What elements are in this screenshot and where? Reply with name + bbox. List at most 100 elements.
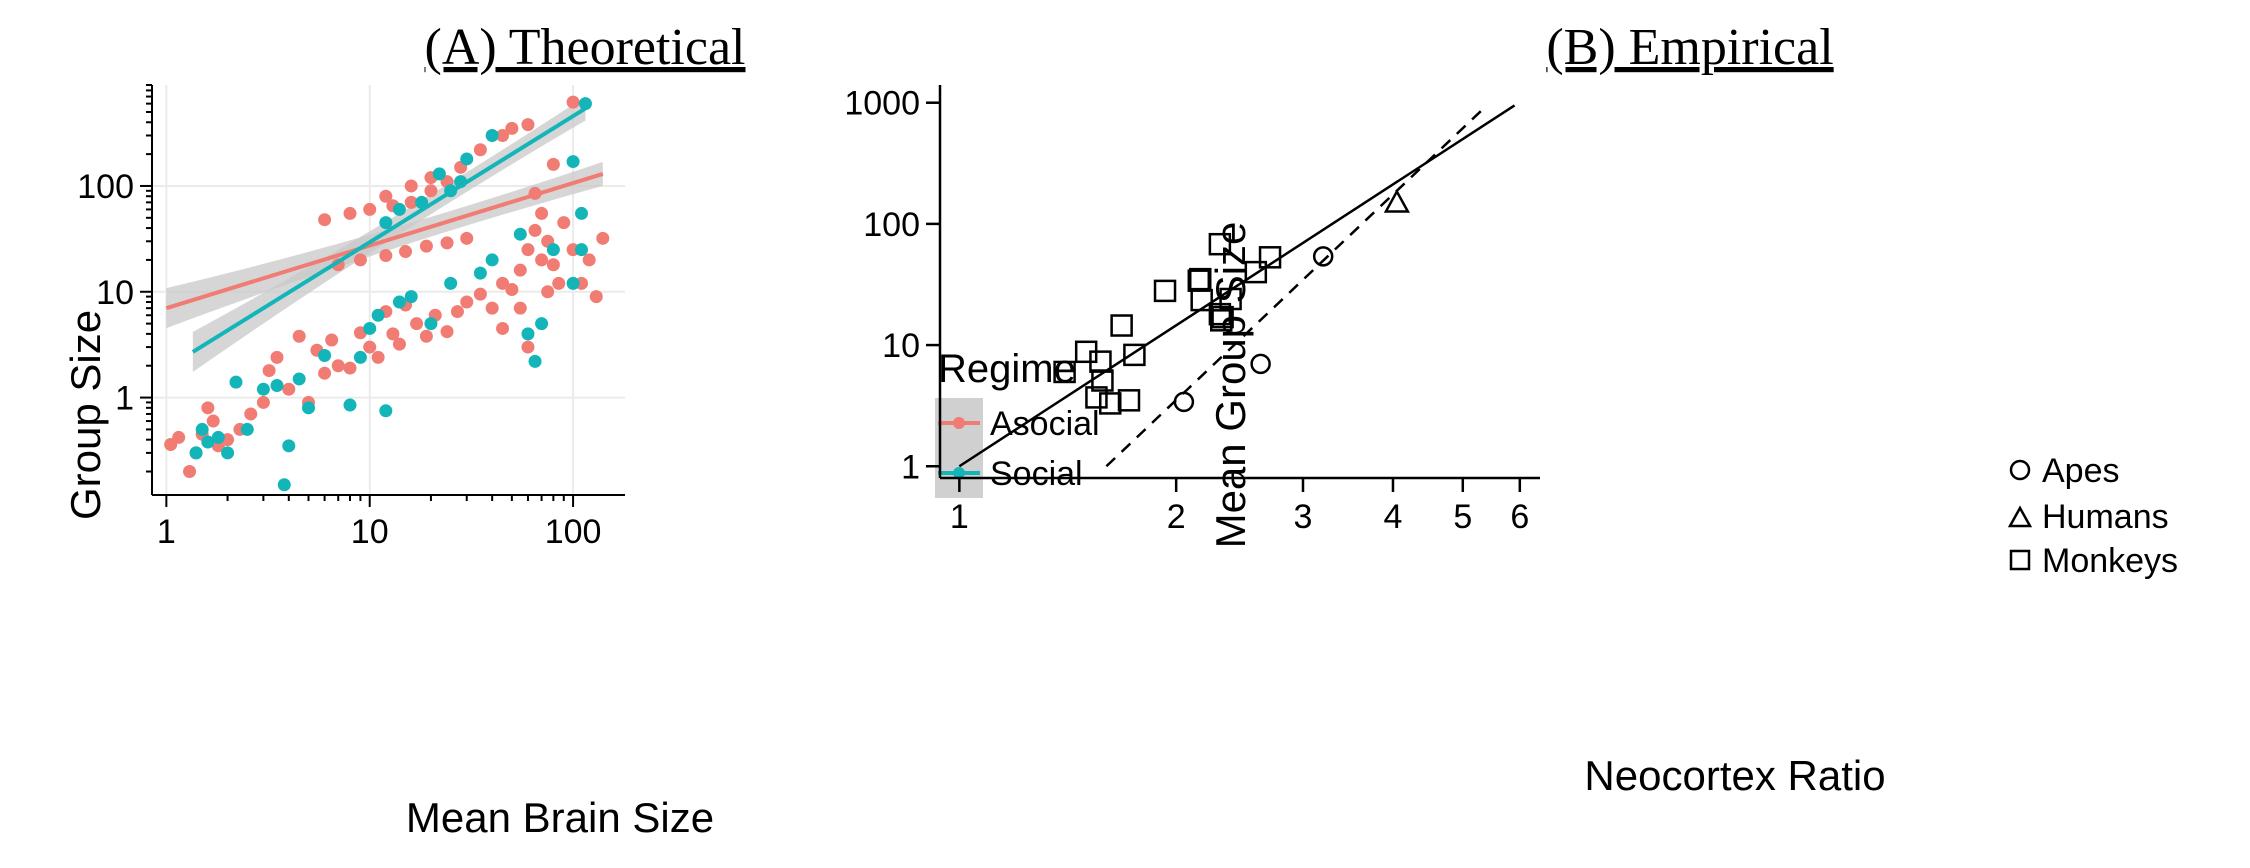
point-asocial xyxy=(201,401,215,415)
point-asocial xyxy=(172,430,186,444)
x-tick-label-3: 3 xyxy=(1294,498,1313,536)
point-monkeys xyxy=(1190,288,1213,312)
point-social xyxy=(513,227,527,241)
point-asocial xyxy=(292,329,306,343)
point-social xyxy=(424,317,438,331)
point-asocial xyxy=(546,157,560,171)
point-asocial xyxy=(485,301,499,315)
legend-key-apes-circle xyxy=(2009,459,2031,481)
point-asocial xyxy=(256,395,270,409)
point-asocial xyxy=(496,321,510,335)
point-social xyxy=(575,243,589,257)
point-asocial xyxy=(424,184,438,198)
point-social xyxy=(318,348,332,362)
fit-line-dashed xyxy=(1105,104,1488,468)
point-social xyxy=(302,401,316,415)
point-social xyxy=(353,350,367,364)
point-asocial xyxy=(546,258,560,272)
panel-b-fit-lines xyxy=(958,104,1516,468)
point-asocial xyxy=(473,287,487,301)
point-asocial xyxy=(513,263,527,277)
point-asocial xyxy=(343,206,357,220)
confidence-band-social xyxy=(192,96,586,372)
point-asocial xyxy=(535,253,549,267)
x-tick-label-1: 1 xyxy=(157,513,176,551)
point-asocial xyxy=(399,245,413,259)
panel-b-title: (B) Empirical xyxy=(1546,19,1833,76)
point-asocial xyxy=(270,350,284,364)
point-asocial xyxy=(183,465,197,479)
point-social xyxy=(343,398,357,412)
point-social xyxy=(363,321,377,335)
x-tick-label-5: 5 xyxy=(1453,498,1472,536)
point-social xyxy=(485,253,499,267)
point-asocial xyxy=(325,333,339,347)
point-social xyxy=(189,446,203,460)
point-social xyxy=(460,152,474,166)
point-asocial xyxy=(496,128,510,142)
point-asocial xyxy=(557,216,571,230)
point-social xyxy=(578,97,592,111)
point-asocial xyxy=(419,329,433,343)
point-asocial xyxy=(262,364,276,378)
point-social xyxy=(201,435,215,449)
point-asocial xyxy=(521,118,535,132)
point-asocial xyxy=(343,361,357,375)
point-asocial xyxy=(552,276,566,290)
point-asocial xyxy=(589,290,603,304)
point-social xyxy=(221,446,235,460)
point-social xyxy=(528,354,542,368)
point-monkeys xyxy=(1099,392,1122,415)
point-monkeys xyxy=(1208,232,1232,256)
point-social xyxy=(240,422,254,436)
point-asocial xyxy=(440,325,454,339)
point-humans xyxy=(1383,188,1410,213)
panel-a-axes: 1 10 100 1 10 100 xyxy=(77,84,625,551)
point-monkeys xyxy=(1053,360,1076,384)
point-asocial xyxy=(496,276,510,290)
point-monkeys xyxy=(1258,246,1282,269)
point-asocial xyxy=(331,359,345,373)
point-asocial xyxy=(410,317,424,331)
point-apes xyxy=(1312,246,1334,267)
point-apes xyxy=(1250,353,1271,375)
point-monkeys xyxy=(1209,309,1233,332)
point-monkeys xyxy=(1187,269,1211,292)
point-asocial xyxy=(460,295,474,309)
point-asocial xyxy=(318,213,332,227)
y-tick-label-100: 100 xyxy=(77,168,134,206)
point-asocial xyxy=(379,189,393,203)
panel-b-x-axis-label: Neocortex Ratio xyxy=(1584,752,1885,799)
point-asocial xyxy=(363,340,377,354)
point-asocial xyxy=(541,285,555,299)
point-asocial xyxy=(318,366,332,380)
point-monkeys xyxy=(1085,386,1108,409)
point-social xyxy=(473,266,487,280)
point-asocial xyxy=(505,283,519,297)
point-asocial xyxy=(404,179,418,193)
point-social xyxy=(566,155,580,169)
point-asocial xyxy=(505,121,519,135)
x-tick-label-6: 6 xyxy=(1510,498,1529,536)
x-tick-label-2: 2 xyxy=(1167,498,1186,536)
panel-a-fit-lines xyxy=(165,106,604,354)
point-social xyxy=(379,216,393,230)
point-asocial xyxy=(353,253,367,267)
point-social xyxy=(415,195,429,209)
panel-b-axes: 1 2 3 4 5 6 1 10 100 1000 xyxy=(844,85,1540,536)
point-monkeys xyxy=(1117,389,1141,412)
panel-a-y-axis-label: Group Size xyxy=(62,310,109,520)
x-tick-label-100: 100 xyxy=(545,513,602,551)
y-tick-label-1000: 1000 xyxy=(844,85,920,123)
point-monkeys xyxy=(1244,260,1268,284)
x-tick-label-1: 1 xyxy=(950,498,969,536)
point-apes xyxy=(1173,391,1195,413)
point-monkeys xyxy=(1153,279,1177,303)
legend-label-social: Social xyxy=(990,455,1083,493)
point-monkeys xyxy=(1110,314,1133,337)
point-social xyxy=(256,382,270,396)
point-asocial xyxy=(460,231,474,245)
point-asocial xyxy=(535,206,549,220)
point-asocial xyxy=(282,382,296,396)
